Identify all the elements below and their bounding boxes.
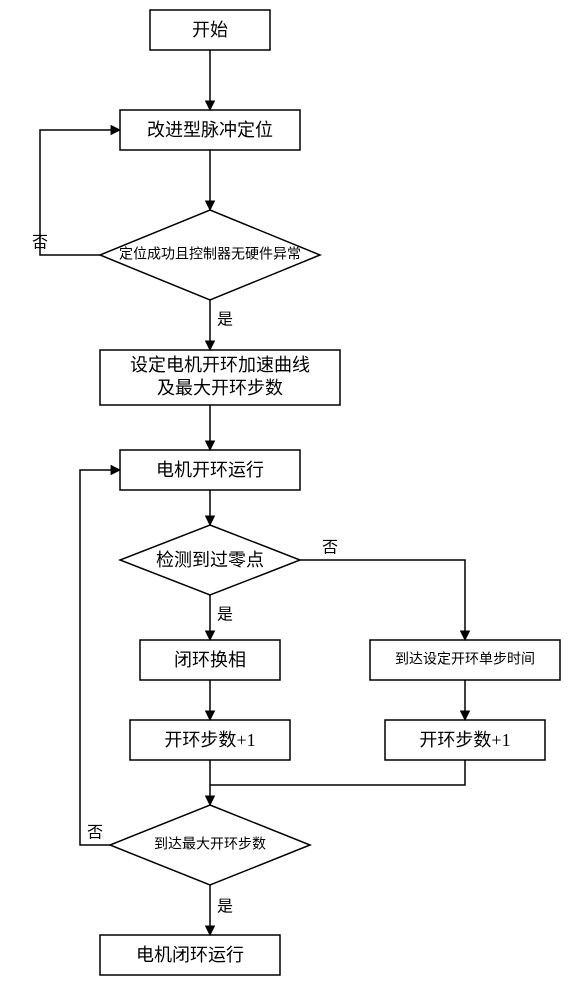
node-pulse: 改进型脉冲定位: [120, 110, 300, 150]
edge-dec2-no: [300, 560, 465, 640]
label-dec2: 检测到过零点: [156, 550, 264, 570]
label-step1b: 开环步数+1: [419, 730, 510, 750]
label-dec1-no: 否: [32, 235, 48, 252]
node-closedrun: 电机闭环运行: [100, 935, 280, 975]
edge-step1b-merge: [210, 760, 465, 785]
node-setcurve: 设定电机开环加速曲线 及最大开环步数: [100, 350, 340, 405]
label-start: 开始: [192, 20, 228, 40]
label-dec3: 到达最大开环步数: [154, 837, 266, 853]
node-step1a: 开环步数+1: [130, 720, 290, 760]
node-dec3: 到达最大开环步数: [110, 805, 310, 885]
label-dec1: 定位成功且控制器无硬件异常: [119, 247, 301, 263]
label-openrun: 电机开环运行: [156, 460, 264, 480]
node-dec1: 定位成功且控制器无硬件异常: [100, 210, 320, 300]
label-closedrun: 电机闭环运行: [136, 945, 244, 965]
node-step1b: 开环步数+1: [385, 720, 545, 760]
label-pulse: 改进型脉冲定位: [147, 120, 273, 140]
label-dec3-yes: 是: [217, 899, 233, 916]
label-reachtime: 到达设定开环单步时间: [395, 652, 535, 668]
flowchart: 开始 改进型脉冲定位 定位成功且控制器无硬件异常 设定电机开环加速曲线 及最大开…: [0, 0, 580, 1000]
edge-dec1-no: [40, 130, 120, 255]
node-closedphase: 闭环换相: [140, 640, 280, 680]
node-openrun: 电机开环运行: [120, 450, 300, 490]
label-closedphase: 闭环换相: [174, 650, 246, 670]
label-step1a: 开环步数+1: [164, 730, 255, 750]
label-dec1-yes: 是: [217, 312, 233, 329]
label-dec3-no: 否: [87, 825, 103, 842]
edge-dec3-no: [80, 470, 120, 845]
node-start: 开始: [150, 10, 270, 50]
node-reachtime: 到达设定开环单步时间: [370, 640, 560, 680]
label-dec2-no: 否: [322, 540, 338, 557]
label-setcurve-1: 设定电机开环加速曲线: [130, 355, 310, 375]
label-setcurve-2: 及最大开环步数: [157, 378, 283, 398]
node-dec2: 检测到过零点: [120, 525, 300, 595]
label-dec2-yes: 是: [217, 607, 233, 624]
